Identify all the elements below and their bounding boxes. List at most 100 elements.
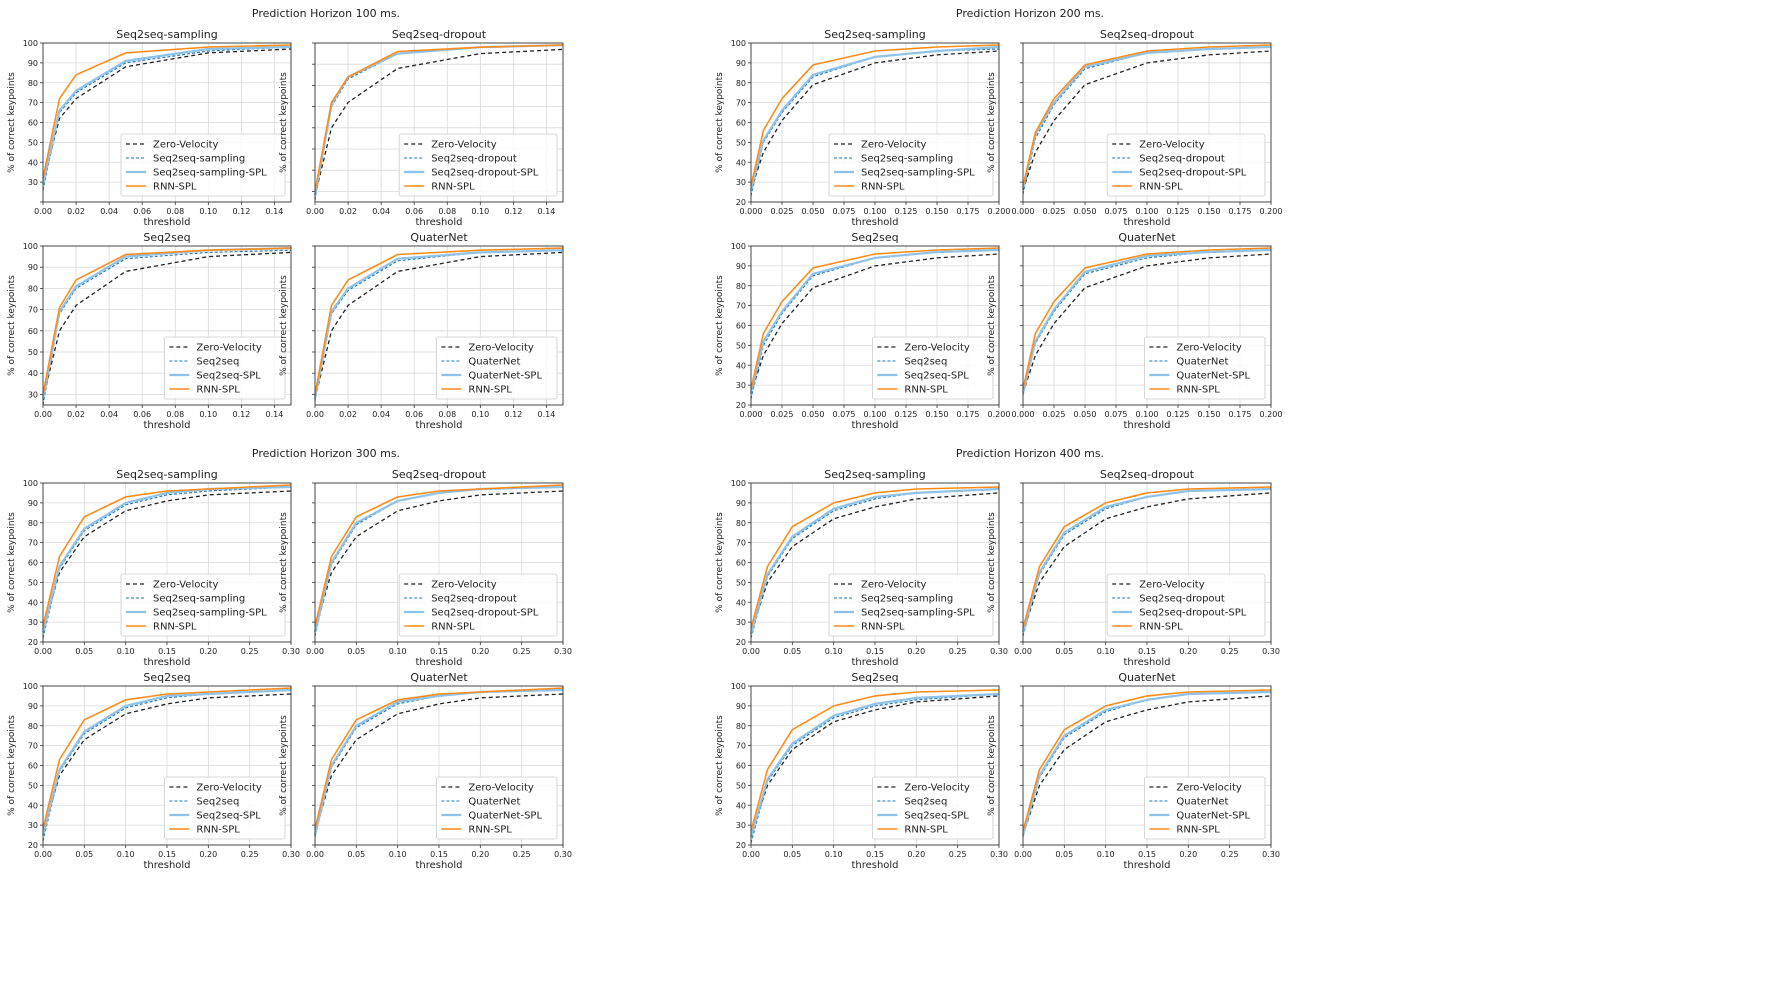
x-tick-label: 0.000: [1012, 207, 1035, 216]
y-tick-label: 50: [736, 138, 746, 147]
x-tick-label: 0.04: [100, 410, 118, 419]
x-tick-label: 0.30: [990, 850, 1008, 859]
y-tick-label: 80: [736, 79, 746, 88]
x-axis-label: threshold: [851, 420, 898, 431]
y-tick-label: 20: [736, 401, 746, 410]
plot-frame: [750, 685, 1000, 846]
x-axis-label: threshold: [415, 657, 462, 668]
panel-title: Seq2seq: [143, 671, 190, 684]
y-axis-label: % of correct keypoints: [715, 715, 725, 816]
legend-entry: RNN-SPL: [1176, 825, 1220, 836]
legend-entry: Seq2seq: [196, 357, 239, 368]
series-line: [750, 50, 1000, 191]
legend-entry: QuaterNet-SPL: [468, 371, 542, 382]
y-tick-label: 100: [731, 39, 746, 48]
plot-frame: [750, 482, 1000, 643]
panel-title: Seq2seq-dropout: [392, 468, 487, 481]
y-tick-label: 50: [28, 781, 38, 790]
panel: Seq2seq 0.00 0.05 0.10 0.15 0.20 0.25 0.30 20 30 4…: [715, 671, 1008, 871]
x-axis-label: threshold: [1123, 217, 1170, 228]
y-tick-label: 80: [28, 519, 38, 528]
y-tick-label: 30: [28, 390, 38, 399]
y-tick-label: 20: [736, 638, 746, 647]
x-tick-label: 0.04: [372, 207, 390, 216]
x-tick-label: 0.200: [1260, 410, 1283, 419]
legend-entry: Seq2seq-sampling: [153, 594, 245, 605]
legend-entry: RNN-SPL: [468, 385, 512, 396]
x-tick-label: 0.050: [1074, 207, 1097, 216]
panel-title: Seq2seq: [851, 231, 898, 244]
y-tick-label: 50: [736, 341, 746, 350]
group-title: Prediction Horizon 200 ms.: [956, 7, 1104, 20]
legend-entry: Seq2seq-sampling-SPL: [153, 608, 267, 619]
y-tick-label: 20: [736, 841, 746, 850]
x-tick-label: 0.08: [166, 410, 184, 419]
panel: Seq2seq-dropout 0.00 0.05 0.10 0.15 0.20 0.25 0…: [987, 468, 1280, 668]
legend-entry: RNN-SPL: [153, 622, 197, 633]
legend-box: [120, 573, 286, 637]
legend-entry: Zero-Velocity: [468, 783, 534, 794]
x-tick-label: 0.20: [471, 850, 489, 859]
x-tick-label: 0.20: [471, 647, 489, 656]
x-axis-label: threshold: [851, 217, 898, 228]
panel-title: Seq2seq-sampling: [116, 468, 217, 481]
legend-entry: Seq2seq-dropout-SPL: [1139, 168, 1247, 179]
y-tick-label: 60: [28, 327, 38, 336]
legend-entry: Zero-Velocity: [196, 343, 262, 354]
legend-entry: Seq2seq-sampling-SPL: [153, 168, 267, 179]
x-tick-label: 0.00: [306, 647, 324, 656]
y-tick-label: 70: [736, 302, 746, 311]
legend-entry: Zero-Velocity: [861, 140, 927, 151]
series-line: [42, 484, 292, 627]
x-tick-label: 0.100: [864, 410, 887, 419]
plot-frame: [750, 245, 1000, 406]
x-tick-label: 0.15: [158, 647, 176, 656]
y-tick-label: 70: [736, 539, 746, 548]
x-tick-label: 0.00: [306, 850, 324, 859]
series-line: [749, 248, 1000, 394]
x-tick-label: 0.30: [282, 647, 300, 656]
legend-entry: RNN-SPL: [196, 825, 240, 836]
x-tick-label: 0.30: [990, 647, 1008, 656]
x-tick-label: 0.12: [232, 410, 250, 419]
legend-entry: Zero-Velocity: [153, 580, 219, 591]
legend-box: [435, 336, 558, 400]
x-tick-label: 0.100: [1136, 410, 1159, 419]
x-tick-label: 0.05: [75, 850, 93, 859]
x-tick-label: 0.15: [430, 647, 448, 656]
legend-entry: QuaterNet: [1176, 357, 1228, 368]
y-tick-label: 60: [736, 559, 746, 568]
series-line: [1021, 690, 1272, 836]
legend-entry: RNN-SPL: [468, 825, 512, 836]
series-line: [1022, 486, 1272, 629]
legend-box: [1144, 776, 1266, 840]
x-tick-label: 0.15: [430, 850, 448, 859]
series-line: [750, 695, 1000, 836]
x-tick-label: 0.20: [1179, 850, 1197, 859]
x-axis-label: threshold: [143, 860, 190, 871]
group-title: Prediction Horizon 100 ms.: [252, 7, 400, 20]
panel: Seq2seq-dropout 0.00 0.02 0.04 0.06 0.08 0.10 0…: [279, 28, 564, 228]
plot-frame: [42, 42, 292, 203]
y-axis-label: % of correct keypoints: [279, 275, 289, 376]
series-line: [1022, 492, 1272, 633]
legend-box: [163, 336, 286, 400]
x-tick-label: 0.125: [895, 207, 918, 216]
panel-title: Seq2seq: [143, 231, 190, 244]
x-tick-label: 0.00: [306, 410, 324, 419]
legend-entry: Zero-Velocity: [153, 140, 219, 151]
legend-box: [828, 573, 994, 637]
x-tick-label: 0.15: [1138, 647, 1156, 656]
legend-entry: RNN-SPL: [1139, 182, 1183, 193]
panel: QuaterNet 0.00 0.05 0.10 0.15 0.20 0.25 0.30 thr…: [987, 671, 1280, 871]
legend-entry: Zero-Velocity: [1176, 343, 1242, 354]
y-tick-label: 20: [28, 841, 38, 850]
x-tick-label: 0.175: [957, 410, 980, 419]
y-tick-label: 50: [28, 348, 38, 357]
x-tick-label: 0.14: [538, 207, 556, 216]
panel: Seq2seq 0.00 0.05 0.10 0.15 0.20 0.25 0.30 20 30 4…: [7, 671, 300, 871]
panel-title: Seq2seq: [851, 671, 898, 684]
x-tick-label: 0.14: [266, 410, 284, 419]
plot-frame: [314, 245, 564, 406]
y-tick-label: 80: [736, 722, 746, 731]
